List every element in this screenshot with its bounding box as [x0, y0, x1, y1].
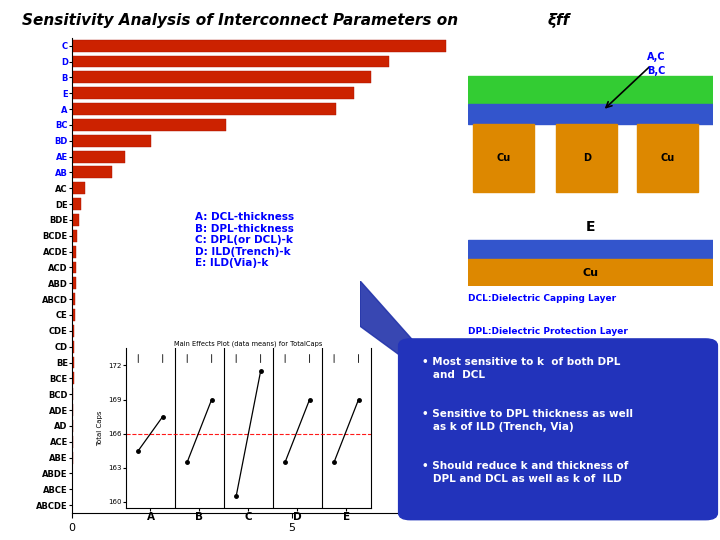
Bar [556, 124, 617, 192]
Bar [72, 293, 75, 305]
Bar [72, 373, 73, 384]
Text: ξff: ξff [547, 14, 570, 29]
Bar [72, 151, 125, 163]
Bar [72, 420, 73, 432]
FancyBboxPatch shape [399, 339, 717, 519]
Bar [468, 76, 713, 103]
Bar [72, 103, 336, 115]
Text: • Most sensitive to k  of both DPL
   and  DCL: • Most sensitive to k of both DPL and DC… [422, 357, 621, 380]
Text: Cu: Cu [496, 153, 510, 163]
Text: • Sensitive to DPL thickness as well
   as k of ILD (Trench, Via): • Sensitive to DPL thickness as well as … [422, 409, 633, 432]
Bar [72, 246, 76, 258]
Text: E: E [585, 220, 595, 234]
Bar [468, 240, 713, 259]
Text: • Should reduce k and thickness of
   DPL and DCL as well as k of  ILD: • Should reduce k and thickness of DPL a… [422, 461, 629, 484]
Bar [72, 71, 372, 83]
Text: Cu: Cu [582, 268, 598, 278]
Bar [637, 124, 698, 192]
Bar [72, 451, 73, 463]
Bar [72, 198, 81, 210]
Bar [72, 119, 226, 131]
Bar [72, 309, 75, 321]
Bar [72, 87, 354, 99]
Text: DCL:Dielectric Capping Layer: DCL:Dielectric Capping Layer [468, 294, 616, 303]
Bar [72, 436, 73, 448]
Bar [72, 166, 112, 178]
Bar [72, 388, 73, 400]
Bar [72, 135, 151, 147]
Text: Cu: Cu [660, 153, 675, 163]
Bar [72, 325, 74, 337]
Bar [72, 214, 78, 226]
Text: A: DCL-thickness
B: DPL-thickness
C: DPL(or DCL)-k
D: ILD(Trench)-k
E: ILD(Via)-: A: DCL-thickness B: DPL-thickness C: DPL… [195, 212, 294, 268]
Text: Sensitivity Analysis of Interconnect Parameters on: Sensitivity Analysis of Interconnect Par… [22, 14, 463, 29]
Bar [473, 124, 534, 192]
Text: A,C: A,C [647, 52, 665, 62]
Bar [468, 259, 713, 286]
Bar [72, 183, 85, 194]
Bar [72, 40, 446, 52]
Bar [72, 341, 74, 353]
Bar [72, 261, 76, 273]
Bar [72, 56, 389, 68]
Y-axis label: Total Caps: Total Caps [96, 410, 103, 445]
Text: D: D [582, 153, 590, 163]
Bar [468, 104, 713, 124]
Text: DPL:Dielectric Protection Layer: DPL:Dielectric Protection Layer [468, 327, 628, 336]
Bar [72, 230, 77, 242]
Bar [72, 278, 76, 289]
Title: Main Effects Plot (data means) for TotalCaps: Main Effects Plot (data means) for Total… [174, 341, 323, 347]
Text: B,C: B,C [647, 65, 665, 76]
Polygon shape [360, 281, 475, 410]
Bar [72, 404, 73, 416]
Bar [72, 356, 73, 368]
